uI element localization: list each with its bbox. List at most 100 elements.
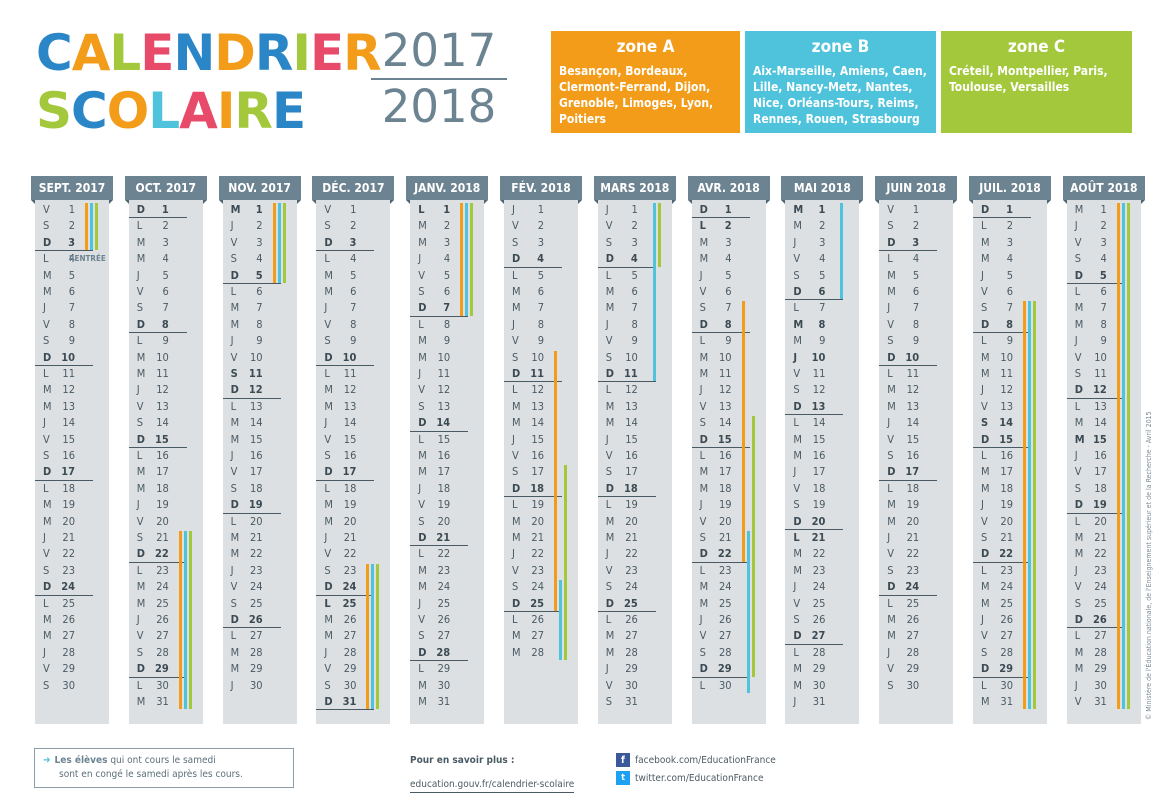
day-number: 18 (62, 481, 75, 495)
day-number: 12 (625, 383, 638, 397)
zone-c-box: zone C Créteil, Montpellier, Paris, Toul… (941, 31, 1132, 133)
day-row: S 11 (223, 366, 293, 382)
day-number: 7 (1006, 301, 1013, 315)
day-number: 14 (812, 416, 826, 430)
day-row: M 31 (973, 694, 1043, 710)
day-number: 26 (248, 613, 263, 626)
more-info-link[interactable]: education.gouv.fr/calendrier-scolaire (410, 778, 575, 793)
day-number: 8 (1006, 317, 1013, 331)
day-number: 1 (818, 203, 826, 216)
holiday-bar-zone-c (376, 563, 380, 710)
weekday-letter: V (605, 334, 613, 348)
day-number: 27 (625, 629, 638, 643)
day-row: M 15 (1067, 432, 1137, 448)
month-column: JUIL. 2018 D 1 L 2 M 3 M 4 J 5 V 6 S 7 D 8 L 9 M 10 M 11 J 12 V 13… (969, 176, 1051, 724)
day-number: 31 (342, 695, 357, 708)
weekday-letter: J (418, 596, 422, 610)
day-number: 31 (625, 695, 638, 708)
day-row: D 31 (316, 694, 375, 711)
title-letter: C (36, 24, 73, 82)
day-number: 12 (156, 383, 169, 397)
day-number: 24 (1094, 580, 1107, 594)
weekday-letter: V (1074, 580, 1082, 594)
day-row: S 18 (223, 481, 293, 497)
day-number: 10 (811, 350, 826, 364)
twitter-icon: t (616, 771, 630, 785)
day-number: 21 (62, 531, 75, 544)
weekday-letter: D (136, 662, 146, 676)
day-number: 3 (349, 235, 357, 249)
day-number: 20 (531, 514, 544, 528)
day-row: D 21 (410, 530, 469, 547)
weekday-letter: S (136, 645, 144, 659)
day-row: S 23 (35, 563, 105, 579)
day-number: 7 (725, 301, 732, 315)
day-number: 19 (156, 498, 169, 512)
day-row: J 21 (879, 530, 949, 546)
weekday-letter: J (136, 613, 140, 626)
title-letter: I (292, 24, 311, 82)
day-row: S 25 (1067, 596, 1137, 612)
day-row: J 18 (410, 481, 480, 497)
day-number: 6 (350, 285, 357, 298)
day-number: 16 (343, 449, 357, 462)
weekday-letter: V (43, 203, 50, 216)
weekday-letter: V (43, 662, 50, 676)
weekday-letter: J (136, 268, 140, 282)
day-number: 22 (812, 547, 826, 561)
day-number: 27 (250, 629, 263, 643)
weekday-letter: D (887, 350, 896, 364)
day-number: 4 (68, 252, 75, 266)
weekday-letter: V (418, 268, 425, 282)
weekday-letter: M (1074, 432, 1085, 446)
holiday-bar-zone-b (746, 531, 750, 693)
weekday-letter: M (324, 383, 333, 397)
holiday-bar-zone-a (85, 203, 88, 251)
day-number: 14 (250, 416, 263, 430)
day-number: 11 (248, 367, 263, 380)
day-row: J 19 (692, 497, 762, 513)
weekday-letter: S (605, 350, 613, 364)
twitter-link[interactable]: t twitter.com/EducationFrance (616, 771, 764, 785)
day-number: 3 (1100, 235, 1107, 249)
month-column: AVR. 2018 D 1 L 2 M 3 M 4 J 5 V 6 S 7 D 8 L 9 M 10 M 11 J 12 V 13 S… (687, 176, 770, 724)
weekday-letter: D (887, 235, 896, 249)
day-row: M 11 (973, 366, 1043, 382)
day-row: L 26 (504, 612, 574, 628)
day-number: 25 (719, 596, 732, 610)
day-row: M 18 (973, 481, 1043, 497)
day-number: 13 (250, 399, 263, 413)
weekday-letter: D (887, 580, 896, 594)
footnote-line2: sont en congé le samedi après les cours. (59, 769, 243, 780)
day-row: V 20 (129, 514, 199, 530)
day-number: 24 (437, 580, 451, 594)
day-row: S 28 (692, 645, 762, 661)
weekday-letter: S (1074, 596, 1082, 610)
weekday-letter: V (981, 514, 988, 528)
day-number: 11 (343, 367, 357, 380)
facebook-link[interactable]: f facebook.com/EducationFrance (616, 753, 776, 767)
day-number: 17 (250, 465, 263, 479)
day-row: M 26 (35, 612, 105, 628)
weekday-letter: S (230, 252, 237, 266)
weekday-letter: M (887, 399, 896, 413)
weekday-letter: J (418, 367, 422, 380)
day-row: V 20 (692, 514, 762, 530)
day-row: L 25 (879, 596, 949, 612)
day-row: J 23 (1067, 563, 1137, 579)
day-number: 1 (443, 203, 451, 216)
day-number: 29 (437, 662, 451, 676)
day-number: 14 (436, 416, 451, 430)
day-row: V 10 (223, 350, 293, 366)
day-row: V 11 (785, 366, 855, 382)
day-number: 2 (1100, 219, 1107, 233)
day-number: 12 (437, 383, 451, 397)
weekday-letter: M (887, 383, 896, 397)
